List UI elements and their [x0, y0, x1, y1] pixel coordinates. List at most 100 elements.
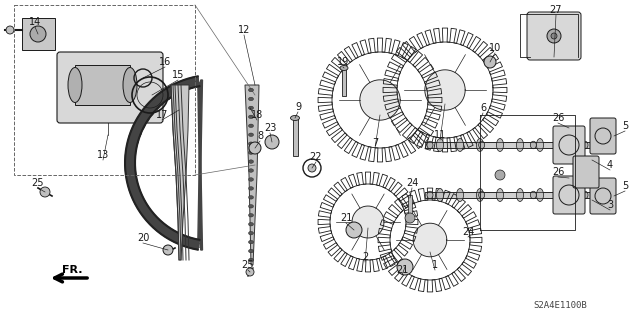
Ellipse shape [248, 240, 253, 244]
Circle shape [405, 213, 415, 223]
Ellipse shape [134, 185, 139, 192]
Circle shape [484, 56, 496, 68]
Circle shape [495, 170, 505, 180]
Text: 17: 17 [156, 110, 168, 120]
Text: 4: 4 [607, 160, 613, 170]
Circle shape [6, 26, 14, 34]
Text: 22: 22 [310, 152, 323, 162]
Ellipse shape [248, 213, 253, 217]
Ellipse shape [195, 243, 202, 247]
Text: 24: 24 [406, 178, 418, 188]
Ellipse shape [140, 123, 145, 130]
Ellipse shape [179, 238, 187, 243]
Text: 5: 5 [622, 121, 628, 131]
Ellipse shape [166, 230, 173, 235]
Text: S2A4E1100B: S2A4E1100B [533, 300, 587, 309]
Ellipse shape [248, 258, 253, 262]
Ellipse shape [497, 138, 504, 152]
Circle shape [163, 245, 173, 255]
Ellipse shape [427, 191, 433, 199]
Ellipse shape [131, 153, 136, 161]
Bar [425, 142, 590, 148]
Circle shape [30, 26, 46, 42]
FancyBboxPatch shape [553, 176, 585, 214]
Text: 21: 21 [396, 265, 408, 275]
Ellipse shape [248, 124, 253, 128]
Ellipse shape [477, 138, 483, 152]
Ellipse shape [131, 161, 135, 169]
Ellipse shape [456, 138, 463, 152]
Ellipse shape [134, 137, 139, 145]
Bar [14, 5, 195, 175]
FancyBboxPatch shape [573, 156, 599, 188]
Text: 21: 21 [340, 213, 352, 223]
Text: 23: 23 [264, 123, 276, 133]
Ellipse shape [248, 106, 253, 110]
Ellipse shape [140, 200, 145, 207]
Ellipse shape [131, 169, 136, 177]
Ellipse shape [577, 189, 584, 202]
Text: 11: 11 [434, 130, 446, 140]
Ellipse shape [137, 130, 141, 137]
Ellipse shape [248, 88, 253, 92]
Circle shape [249, 142, 261, 154]
Ellipse shape [577, 138, 584, 152]
Text: 25: 25 [242, 260, 254, 270]
Ellipse shape [195, 83, 202, 87]
Ellipse shape [248, 196, 253, 199]
FancyBboxPatch shape [553, 126, 585, 164]
Ellipse shape [477, 189, 483, 202]
Ellipse shape [248, 97, 253, 101]
Ellipse shape [427, 141, 433, 149]
Circle shape [397, 259, 413, 275]
Ellipse shape [557, 138, 563, 152]
FancyBboxPatch shape [57, 52, 163, 123]
Circle shape [551, 33, 557, 39]
Ellipse shape [159, 225, 166, 231]
Polygon shape [22, 18, 55, 50]
Ellipse shape [248, 115, 253, 119]
Text: 25: 25 [32, 178, 44, 188]
Ellipse shape [248, 231, 253, 235]
Circle shape [265, 135, 279, 149]
Ellipse shape [166, 94, 173, 100]
Ellipse shape [456, 189, 463, 202]
Ellipse shape [132, 177, 137, 185]
Ellipse shape [291, 115, 300, 121]
Text: 24: 24 [462, 227, 474, 237]
Ellipse shape [248, 187, 253, 190]
Text: 7: 7 [372, 138, 378, 148]
Text: 20: 20 [137, 233, 149, 243]
Ellipse shape [248, 142, 253, 145]
Text: 13: 13 [97, 150, 109, 160]
Ellipse shape [557, 189, 563, 202]
Ellipse shape [179, 87, 187, 92]
Polygon shape [125, 76, 200, 250]
Ellipse shape [159, 99, 166, 105]
Ellipse shape [144, 207, 150, 214]
Ellipse shape [248, 222, 253, 226]
Circle shape [308, 164, 316, 172]
Bar [293, 118, 298, 156]
Circle shape [413, 223, 447, 257]
Text: 10: 10 [489, 43, 501, 53]
Bar [342, 68, 346, 96]
Text: 26: 26 [552, 167, 564, 177]
Text: 26: 26 [552, 113, 564, 123]
Ellipse shape [531, 141, 536, 149]
Polygon shape [171, 85, 189, 260]
Text: 12: 12 [238, 25, 250, 35]
Circle shape [547, 29, 561, 43]
Ellipse shape [148, 213, 154, 220]
Bar [408, 195, 412, 217]
Text: 18: 18 [251, 110, 263, 120]
Ellipse shape [479, 141, 484, 149]
Ellipse shape [531, 191, 536, 199]
Ellipse shape [148, 110, 154, 117]
Text: FR.: FR. [61, 265, 83, 275]
Bar [75, 65, 130, 105]
Ellipse shape [436, 189, 444, 202]
Ellipse shape [68, 68, 82, 102]
Ellipse shape [340, 65, 348, 70]
Ellipse shape [436, 138, 444, 152]
